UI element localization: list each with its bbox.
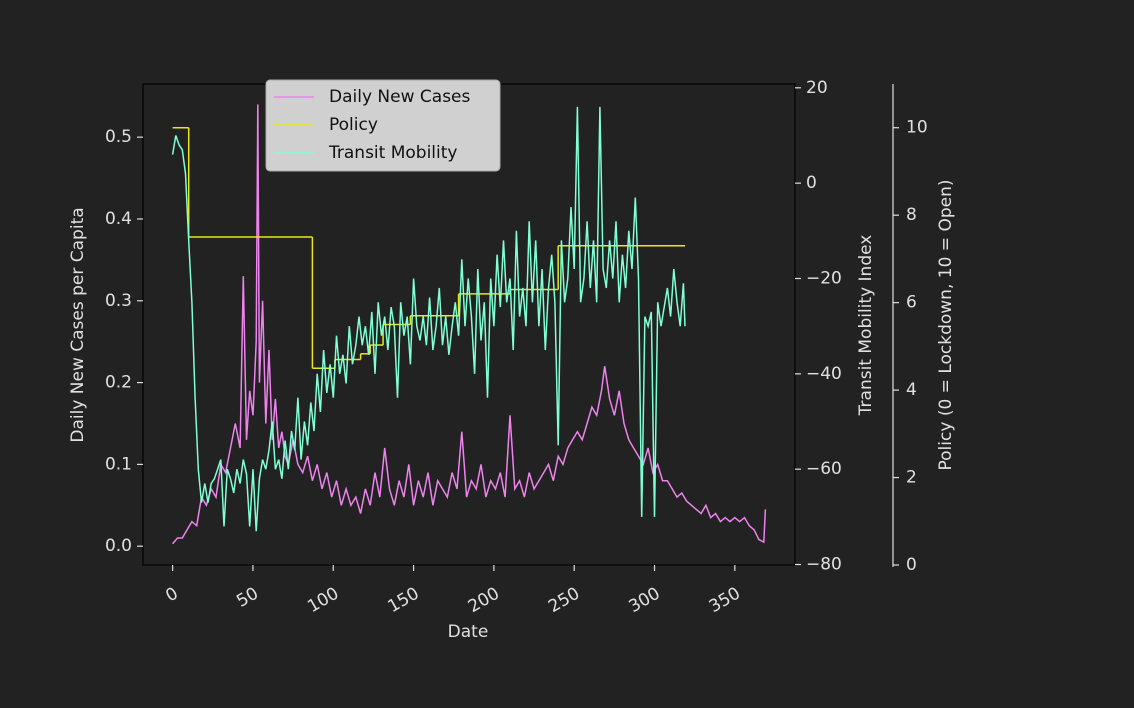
y-axis-label: Daily New Cases per Capita [68,207,88,442]
legend-label: Daily New Cases [329,87,471,107]
y2-tick-label: −60 [806,459,842,479]
y3-tick-label: 2 [906,468,917,488]
y-tick-label: 0.1 [105,454,132,474]
y-tick-label: 0.0 [105,536,132,556]
y-tick-label: 0.3 [105,291,132,311]
x-axis-label: Date [448,622,489,642]
series-line [172,104,767,545]
y2-tick-label: −40 [806,364,842,384]
y3-tick-label: 0 [906,555,917,575]
legend-label: Transit Mobility [328,143,457,163]
y3-tick-label: 4 [906,380,917,400]
y2-axis-label: Transit Mobility Index [856,235,876,417]
y3-tick-label: 10 [906,118,928,138]
y3-axis-label: Policy (0 = Lockdown, 10 = Open) [936,180,956,471]
y3-tick-label: 8 [906,205,917,225]
y2-tick-label: −20 [806,268,842,288]
legend-box [265,79,501,172]
y-tick-label: 0.4 [105,209,132,229]
y-tick-label: 0.2 [105,373,132,393]
legend-label: Policy [329,115,378,135]
y2-tick-label: 20 [806,78,828,98]
y-tick-label: 0.5 [105,127,132,147]
y2-tick-label: −80 [806,555,842,575]
y3-tick-label: 6 [906,293,917,313]
series-line [171,106,686,532]
y2-tick-label: 0 [806,173,817,193]
